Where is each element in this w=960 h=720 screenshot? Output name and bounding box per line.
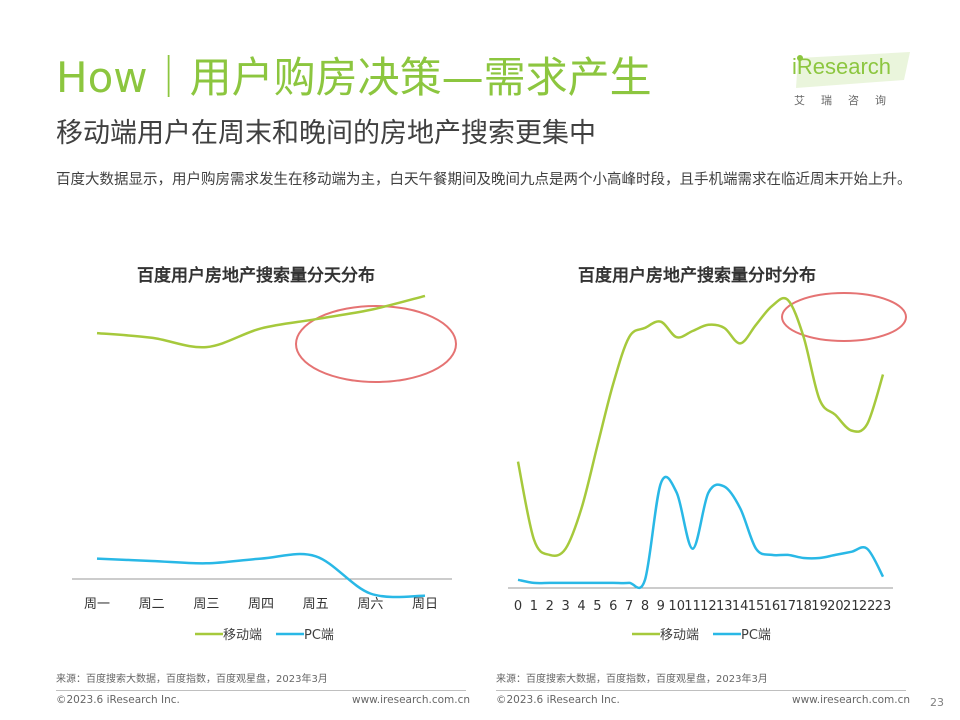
footer-copyright-right: ©2023.6 iResearch Inc.	[496, 694, 620, 706]
legend-pc-label: PC端	[304, 628, 334, 643]
x-tick-label: 周一	[84, 597, 110, 612]
x-tick-label: 23	[875, 599, 892, 614]
x-tick-label: 9	[657, 599, 665, 614]
x-tick-label: 周二	[139, 597, 165, 612]
x-tick-label: 17	[780, 599, 797, 614]
iresearch-logo: iResearch 艾瑞咨询	[792, 50, 912, 112]
source-note-left: 来源：百度搜索大数据，百度指数，百度观星盘，2023年3月	[56, 674, 328, 685]
x-tick-label: 14	[732, 599, 749, 614]
x-tick-label: 18	[795, 599, 812, 614]
legend-mobile-label: 移动端	[660, 628, 699, 643]
x-tick-label: 5	[593, 599, 601, 614]
x-tick-label: 1	[530, 599, 538, 614]
series-line-pc	[96, 552, 426, 599]
footer-divider-right	[496, 690, 906, 691]
x-tick-label: 周六	[357, 597, 383, 612]
x-tick-label: 22	[859, 599, 876, 614]
page-subtitle: 移动端用户在周末和晚间的房地产搜索更集中	[56, 118, 596, 149]
x-tick-label: 2	[546, 599, 554, 614]
x-tick-label: 周三	[193, 597, 219, 612]
footer-copyright-left: ©2023.6 iResearch Inc.	[56, 694, 180, 706]
series-line-mobile	[96, 294, 426, 349]
page-description: 百度大数据显示，用户购房需求发生在移动端为主，白天午餐期间及晚间九点是两个小高峰…	[56, 172, 912, 188]
x-tick-label: 20	[827, 599, 844, 614]
x-tick-label: 11	[684, 599, 701, 614]
x-tick-label: 7	[625, 599, 633, 614]
chart-daily-legend: 移动端 PC端	[195, 628, 334, 643]
x-tick-label: 8	[641, 599, 649, 614]
chart-hourly-legend: 移动端 PC端	[632, 628, 771, 643]
legend-pc-label: PC端	[741, 628, 771, 643]
chart-daily-title: 百度用户房地产搜索量分天分布	[137, 265, 375, 286]
x-tick-label: 6	[609, 599, 617, 614]
logo-text: iResearch	[792, 54, 892, 79]
x-tick-label: 4	[577, 599, 585, 614]
footer-url-right[interactable]: www.iresearch.com.cn	[792, 694, 911, 706]
x-tick-label: 周日	[412, 597, 438, 612]
x-tick-label: 0	[514, 599, 522, 614]
logo-leaf-icon	[796, 52, 910, 88]
x-tick-label: 10	[668, 599, 685, 614]
footer-url-left[interactable]: www.iresearch.com.cn	[352, 694, 471, 706]
highlight-ellipse	[295, 305, 457, 383]
source-note-right: 来源：百度搜索大数据，百度指数，百度观星盘，2023年3月	[496, 674, 768, 685]
chart-daily: 百度用户房地产搜索量分天分布 周一 周二 周三 周四 周五 周六 周日 移动端 PC端	[72, 265, 457, 643]
chart-hourly-title: 百度用户房地产搜索量分时分布	[578, 265, 816, 286]
page-title: How｜用户购房决策—需求产生	[56, 53, 652, 102]
x-tick-label: 15	[748, 599, 765, 614]
footer-divider-left	[56, 690, 466, 691]
chart-hourly: 百度用户房地产搜索量分时分布 0 1 2 3 4 5 6 7 8 9 10 11 12 13 14 15 16 1…	[508, 265, 907, 643]
x-tick-label: 19	[811, 599, 828, 614]
page-number: 23	[930, 696, 944, 709]
x-tick-label: 12	[700, 599, 717, 614]
x-tick-label: 21	[843, 599, 860, 614]
legend-mobile-label: 移动端	[223, 628, 262, 643]
x-tick-label: 13	[716, 599, 733, 614]
series-line-mobile	[516, 296, 885, 557]
series-line-pc	[517, 475, 885, 590]
highlight-ellipse	[781, 292, 907, 342]
x-tick-label: 16	[764, 599, 781, 614]
x-tick-label: 周四	[248, 597, 274, 612]
logo-cn: 艾瑞咨询	[794, 94, 902, 107]
x-tick-label: 3	[561, 599, 569, 614]
x-tick-label: 周五	[303, 597, 329, 612]
